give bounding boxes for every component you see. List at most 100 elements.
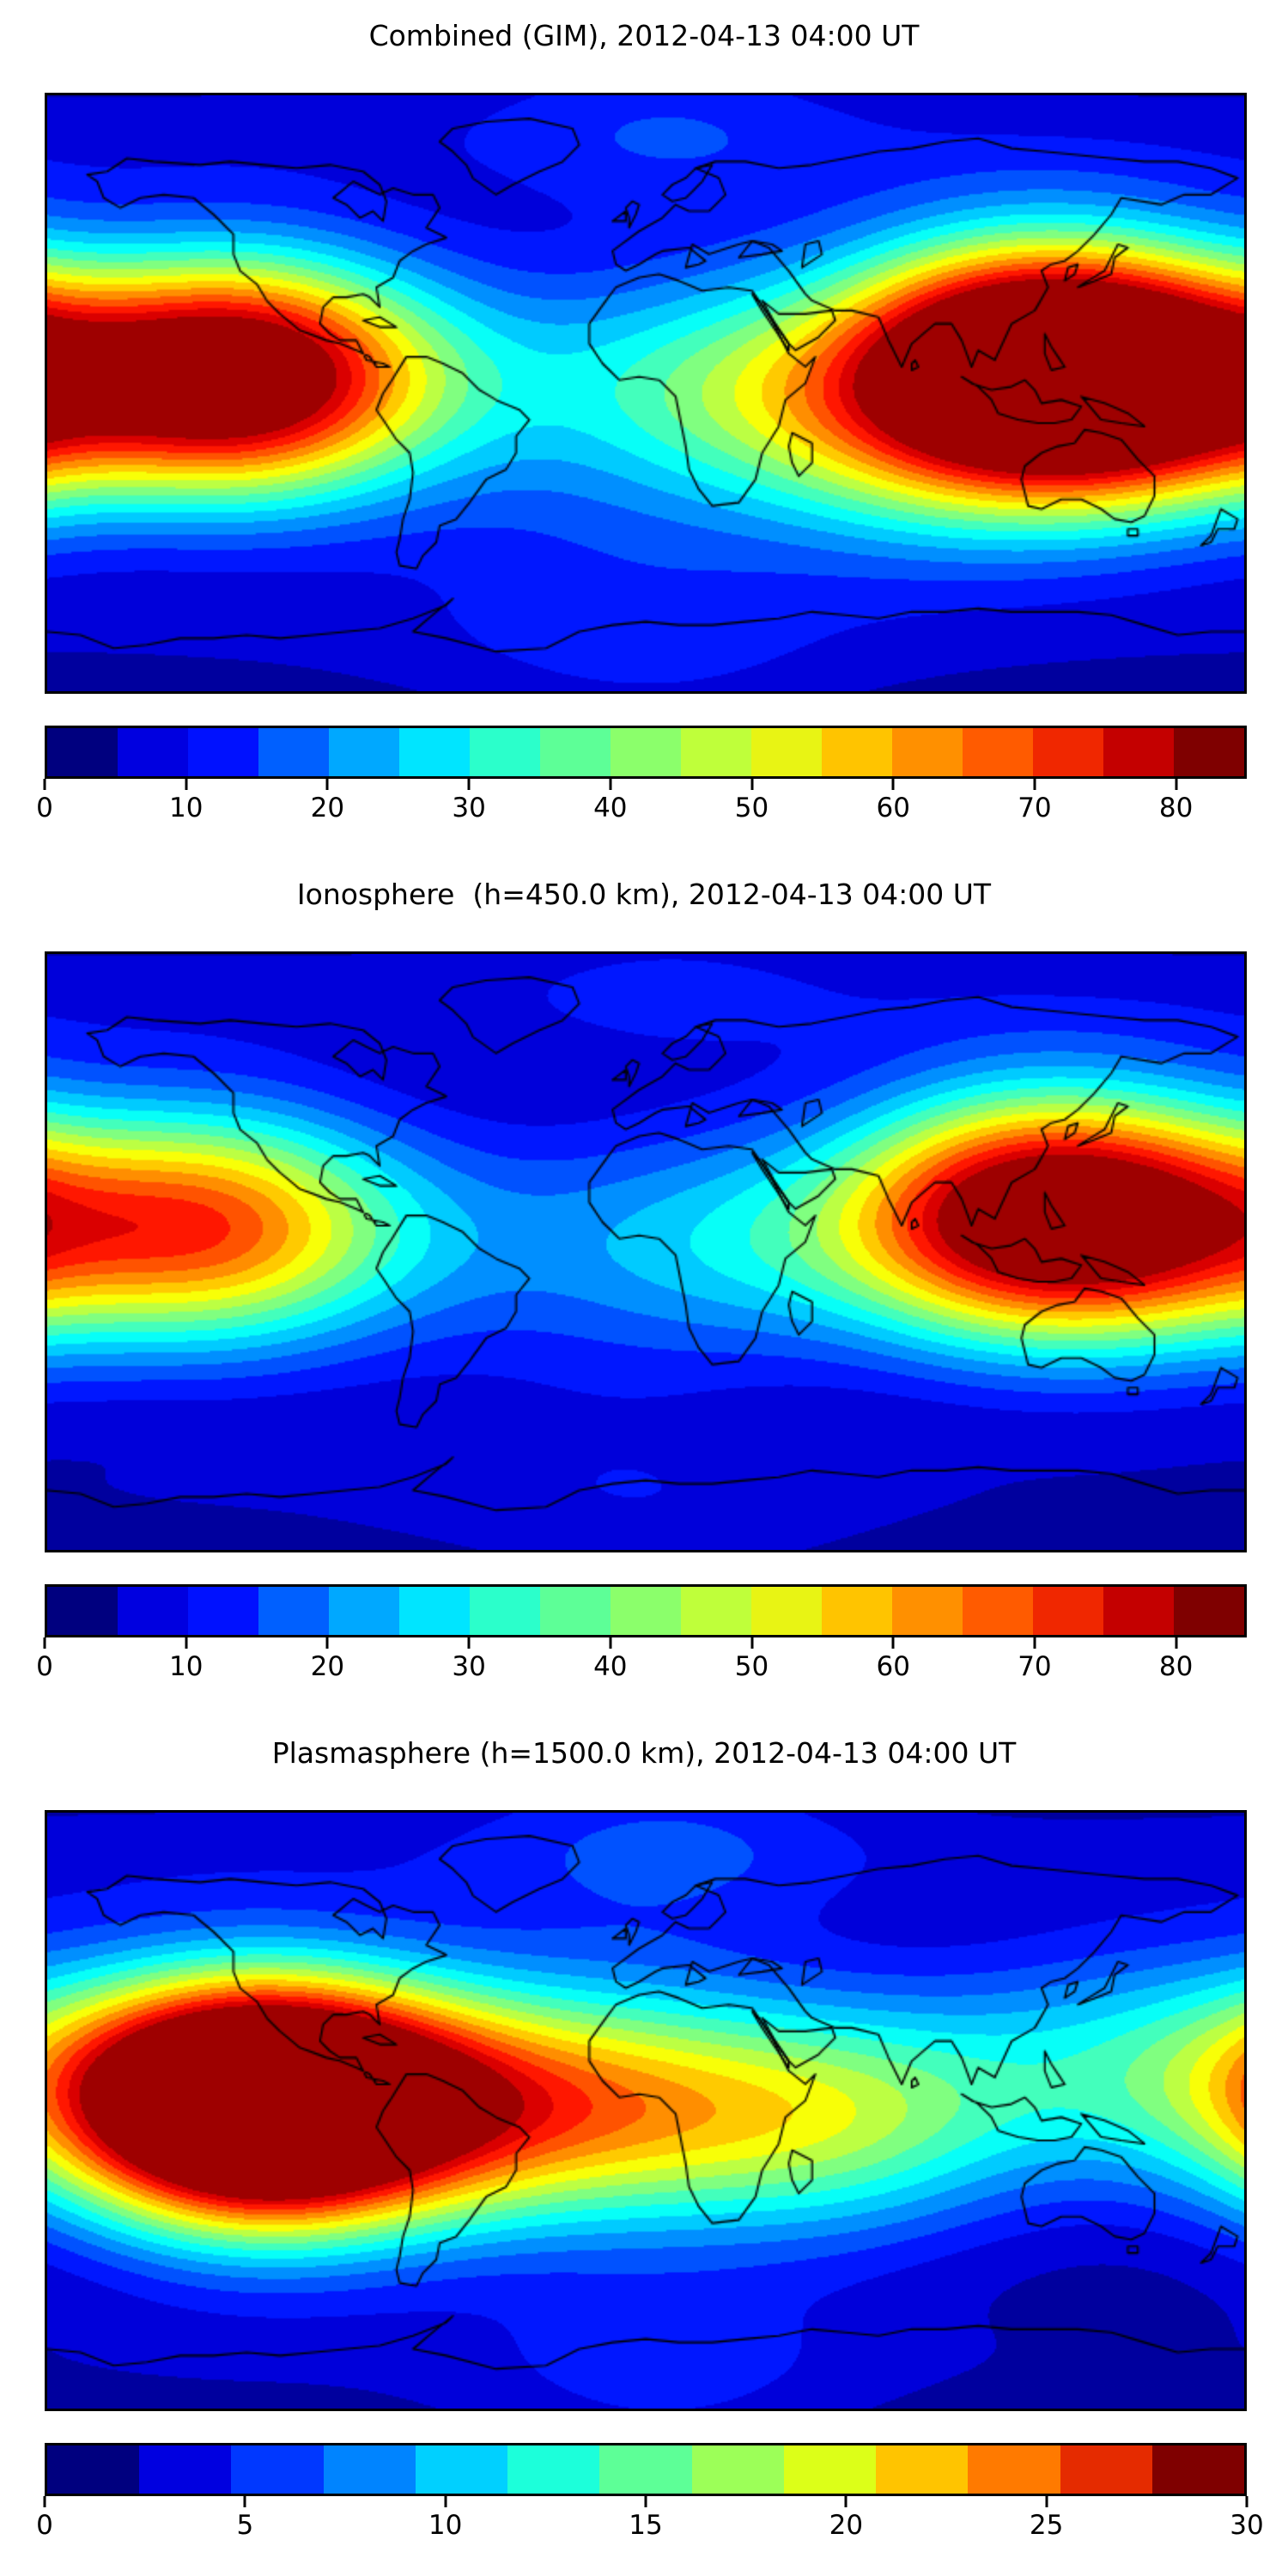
colorbar-tick-label: 0 — [36, 793, 53, 823]
colorbar-tick-label: 70 — [1018, 1651, 1052, 1682]
colorbar-band — [822, 728, 892, 776]
panel-title-ionosphere: Ionosphere (h=450.0 km), 2012-04-13 04:0… — [296, 878, 992, 911]
colorbar-bands-combined-gim — [45, 726, 1247, 779]
colorbar-band — [188, 728, 258, 776]
colorbar-tick-label: 25 — [1029, 2510, 1064, 2541]
map-combined-gim — [45, 93, 1247, 694]
colorbar-band — [892, 728, 963, 776]
colorbar-band — [599, 2445, 692, 2494]
colorbar-band — [47, 1587, 118, 1635]
colorbar-tick — [1033, 1637, 1036, 1649]
colorbar-band — [681, 1587, 751, 1635]
colorbar-band — [118, 728, 188, 776]
colorbar-tick-label: 50 — [734, 1651, 769, 1682]
colorbar-band — [118, 1587, 188, 1635]
colorbar-band — [1033, 1587, 1103, 1635]
colorbar-tick-label: 30 — [452, 793, 486, 823]
colorbar-tick — [325, 1637, 329, 1649]
colorbar-tick-label: 80 — [1158, 793, 1194, 823]
colorbar-tick — [891, 1637, 895, 1649]
colorbar-tick-label: 40 — [593, 793, 628, 823]
colorbar-band — [892, 1587, 963, 1635]
colorbar-tick-label: 20 — [310, 793, 345, 823]
colorbar-band — [1033, 728, 1103, 776]
colorbar-band — [507, 2445, 600, 2494]
colorbar-band — [415, 2445, 508, 2494]
colorbar-tick-label: 5 — [236, 2510, 254, 2541]
colorbar-band — [188, 1587, 258, 1635]
colorbar-band — [751, 728, 822, 776]
colorbar-band — [329, 728, 399, 776]
colorbar-band — [611, 728, 681, 776]
colorbar-ticks-combined-gim — [43, 779, 1247, 791]
colorbar-band — [783, 2445, 877, 2494]
colorbar-band — [611, 1587, 681, 1635]
colorbar-tick-label: 80 — [1158, 1651, 1194, 1682]
colorbar-tick-label: 60 — [876, 1651, 910, 1682]
colorbar-band — [1174, 1587, 1244, 1635]
colorbar-bands-ionosphere — [45, 1584, 1247, 1637]
colorbar-tick-label: 15 — [629, 2510, 663, 2541]
colorbar-band — [540, 1587, 611, 1635]
colorbar-tick — [1033, 779, 1036, 790]
colorbar-tick-label: 10 — [428, 2510, 463, 2541]
colorbar-band — [258, 1587, 329, 1635]
colorbar-band — [1103, 1587, 1174, 1635]
map-canvas-ionosphere — [47, 954, 1244, 1550]
colorbar-tick — [750, 779, 754, 790]
colorbar-band — [1103, 728, 1174, 776]
colorbar-tick-label: 0 — [36, 1651, 53, 1682]
colorbar-tick — [1175, 1637, 1178, 1649]
colorbar-tick-label: 20 — [829, 2510, 864, 2541]
colorbar-tick — [609, 1637, 612, 1649]
colorbar-band — [47, 728, 118, 776]
colorbar-band — [139, 2445, 232, 2494]
colorbar-plasmasphere: 0 5 10 15 20 25 30 — [36, 2443, 1264, 2541]
colorbar-tick-label: 30 — [452, 1651, 486, 1682]
colorbar-tick-label: 0 — [36, 2510, 53, 2541]
colorbar-tick — [844, 2496, 848, 2507]
colorbar-band — [231, 2445, 324, 2494]
colorbar-tick — [243, 2496, 246, 2507]
colorbar-ticks-ionosphere — [43, 1637, 1247, 1649]
colorbar-tick — [325, 779, 329, 790]
colorbar-band — [822, 1587, 892, 1635]
panel-title-plasmasphere: Plasmasphere (h=1500.0 km), 2012-04-13 0… — [271, 1736, 1017, 1770]
colorbar-tick — [185, 779, 188, 790]
colorbar-tick — [750, 1637, 754, 1649]
colorbar-band — [968, 2445, 1060, 2494]
colorbar-tick — [43, 779, 46, 790]
colorbar-ticks-plasmasphere — [43, 2496, 1249, 2508]
colorbar-tick-label: 10 — [168, 793, 204, 823]
colorbar-tick — [891, 779, 895, 790]
colorbar-band — [323, 2445, 416, 2494]
colorbar-tick-label: 50 — [734, 793, 769, 823]
colorbar-tick — [644, 2496, 647, 2507]
colorbar-band — [691, 2445, 784, 2494]
panel-title-combined-gim: Combined (GIM), 2012-04-13 04:00 UT — [368, 19, 920, 52]
colorbar-tick — [1175, 779, 1178, 790]
colorbar-band — [258, 728, 329, 776]
colorbar-tick — [1045, 2496, 1048, 2507]
colorbar-labels-combined-gim: 0 10 20 30 40 50 60 70 80 — [36, 793, 1247, 827]
colorbar-tick — [467, 779, 471, 790]
colorbar-band — [681, 728, 751, 776]
colorbar-band — [1174, 728, 1244, 776]
colorbar-combined-gim: 0 10 20 30 40 50 60 70 80 — [36, 726, 1247, 823]
colorbar-band — [963, 1587, 1033, 1635]
colorbar-band — [876, 2445, 969, 2494]
colorbar-tick-label: 30 — [1230, 2510, 1264, 2541]
colorbar-tick-label: 10 — [168, 1651, 204, 1682]
colorbar-tick — [43, 1637, 46, 1649]
colorbar-band — [470, 1587, 540, 1635]
colorbar-tick-label: 60 — [876, 793, 910, 823]
colorbar-labels-ionosphere: 0 10 20 30 40 50 60 70 80 — [36, 1651, 1247, 1686]
colorbar-tick — [609, 779, 612, 790]
colorbar-bands-plasmasphere — [45, 2443, 1247, 2496]
colorbar-labels-plasmasphere: 0 5 10 15 20 25 30 — [36, 2510, 1264, 2544]
colorbar-ionosphere: 0 10 20 30 40 50 60 70 80 — [36, 1584, 1247, 1682]
map-ionosphere — [45, 951, 1247, 1552]
colorbar-band — [1151, 2445, 1245, 2494]
colorbar-tick-label: 40 — [593, 1651, 628, 1682]
